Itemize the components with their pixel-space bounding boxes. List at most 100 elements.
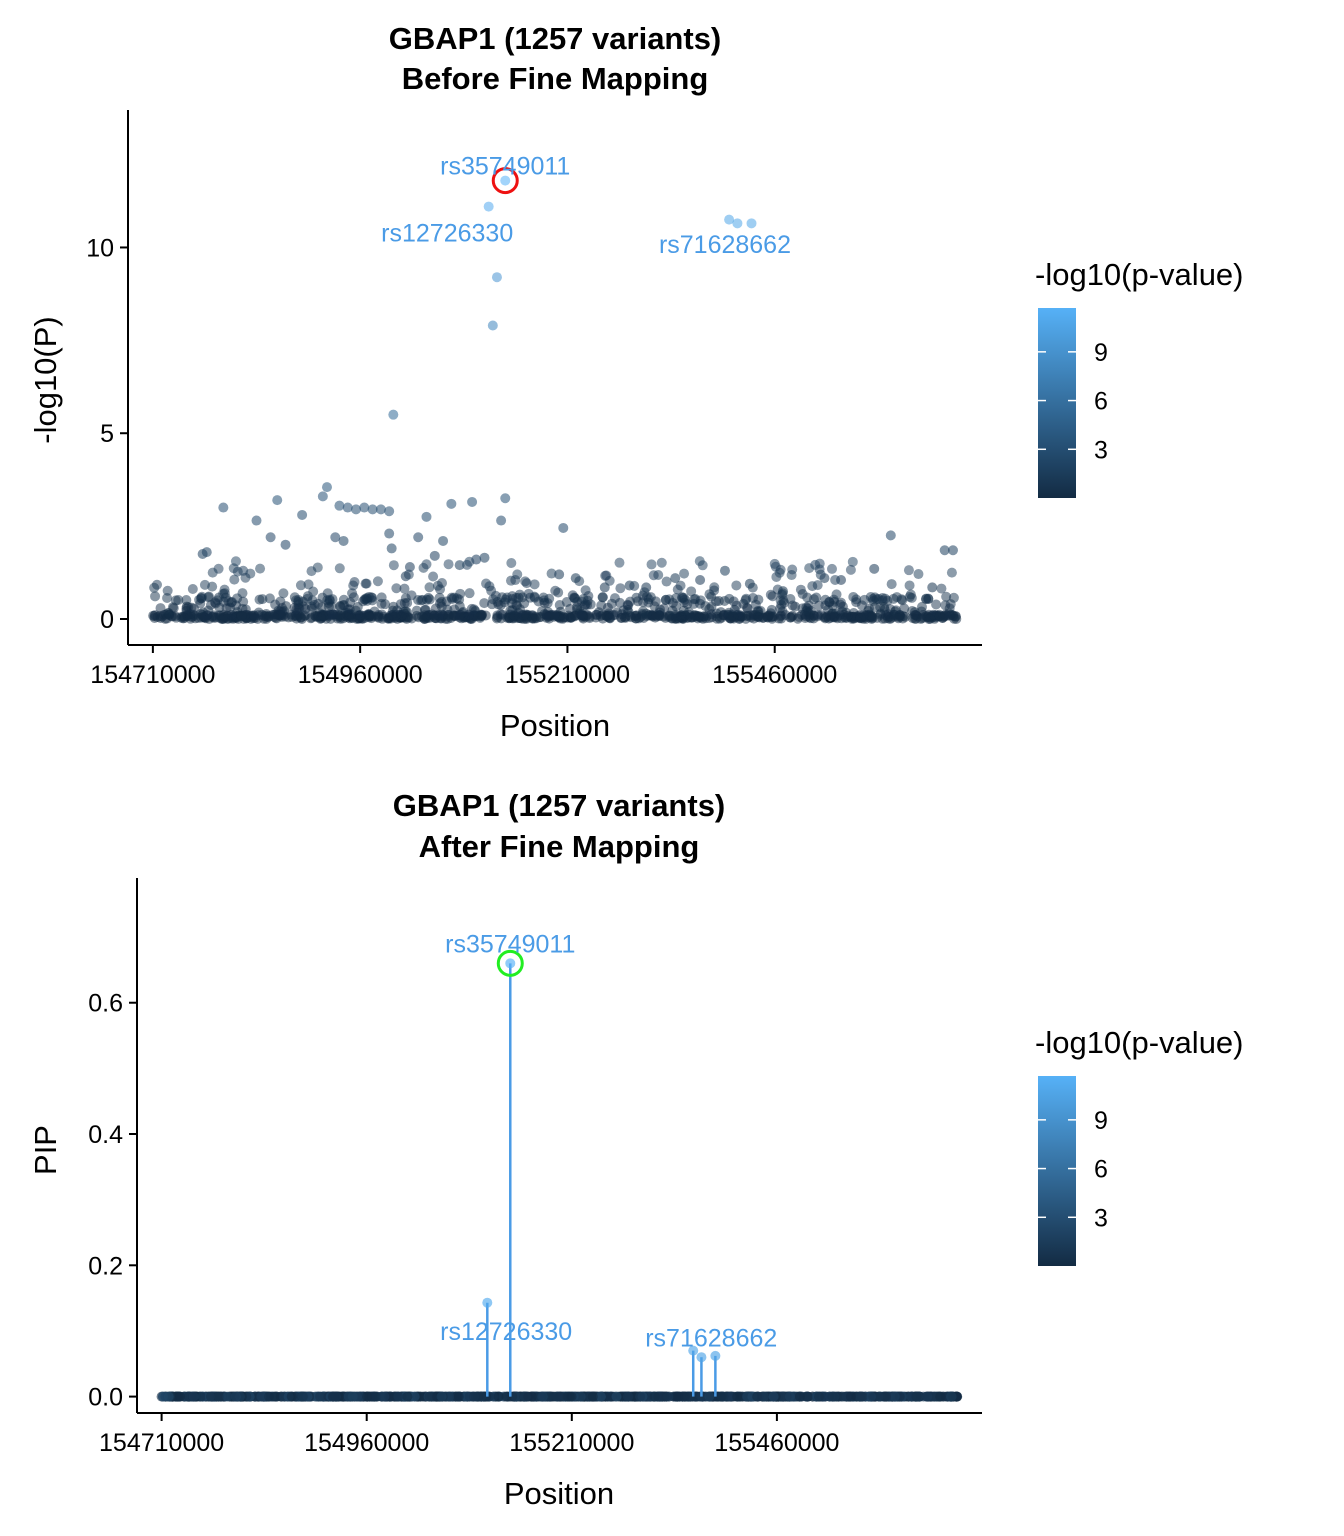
variant-point	[826, 563, 837, 574]
colorbar	[1038, 308, 1076, 498]
variant-point	[634, 1391, 645, 1402]
variant-point	[578, 593, 589, 604]
variant-point	[724, 214, 735, 225]
variant-point	[667, 605, 678, 616]
variant-point	[906, 592, 917, 603]
variant-point	[286, 1391, 297, 1402]
variant-point	[732, 218, 743, 229]
variant-point	[525, 592, 536, 603]
x-tick-label: 155210000	[509, 1429, 634, 1457]
variant-point	[694, 612, 705, 623]
variant-point	[529, 579, 540, 590]
variant-point	[903, 565, 914, 576]
variant-point	[655, 604, 666, 615]
variant-point	[695, 574, 706, 585]
y-tick-label: 0	[100, 606, 114, 634]
variant-point	[421, 511, 432, 522]
variant-point	[570, 573, 581, 584]
variant-point	[201, 610, 212, 621]
variant-point	[393, 1391, 404, 1402]
variant-point	[343, 1391, 354, 1402]
variant-point	[866, 1391, 877, 1402]
variant-point	[265, 532, 276, 543]
variant-point	[471, 554, 482, 565]
variant-point	[827, 600, 838, 611]
variant-point	[483, 201, 494, 212]
variant-point	[359, 502, 370, 513]
variant-point	[416, 611, 427, 622]
variant-point	[195, 1391, 206, 1402]
variant-point	[827, 1391, 838, 1402]
variant-point	[402, 1391, 413, 1402]
variant-point	[317, 491, 328, 502]
x-axis-title: Position	[500, 708, 610, 743]
variant-point	[608, 610, 619, 621]
variant-point	[308, 586, 319, 597]
variant-point	[646, 559, 657, 570]
variant-point	[189, 603, 200, 614]
variant-point	[488, 594, 499, 605]
variant-point	[295, 612, 306, 623]
variant-point	[421, 559, 432, 570]
variant-point	[869, 563, 880, 574]
variant-point	[149, 582, 160, 593]
variant-point	[575, 1391, 586, 1402]
variant-point	[232, 566, 243, 577]
pip-stem-point	[505, 958, 516, 969]
variant-point	[404, 561, 415, 572]
variant-point	[886, 579, 897, 590]
variant-point	[213, 1391, 224, 1402]
variant-point	[375, 504, 386, 515]
variant-point	[360, 578, 371, 589]
variant-point	[704, 1391, 715, 1402]
variant-point	[348, 592, 359, 603]
variant-point	[911, 1391, 922, 1402]
variant-point	[718, 1391, 729, 1402]
variant-point	[546, 568, 557, 579]
variant-point	[399, 583, 410, 594]
variant-point	[941, 591, 952, 602]
plot-area: rs35749011 rs12726330 rs71628662	[156, 931, 963, 1402]
variant-point	[558, 522, 569, 533]
variant-point	[264, 593, 275, 604]
variant-point	[261, 613, 272, 624]
legend-ticks: 3 6 9	[1038, 1107, 1108, 1232]
lead-variant-highlight	[496, 949, 524, 977]
variant-point	[367, 595, 378, 606]
variant-point	[237, 588, 248, 599]
variant-point	[624, 580, 635, 591]
variant-point	[678, 605, 689, 616]
color-legend: -log10(p-value) 3 6 9	[1035, 1025, 1244, 1266]
variant-point	[880, 593, 891, 604]
variant-point	[591, 609, 602, 620]
variant-point	[251, 515, 262, 526]
y-tick-label: 10	[86, 234, 114, 262]
variant-point	[611, 1391, 622, 1402]
variant-point	[778, 586, 789, 597]
x-tick-label: 154710000	[99, 1429, 224, 1457]
variant-point	[873, 1391, 884, 1402]
variant-point	[464, 588, 475, 599]
x-tick-label: 154960000	[298, 661, 423, 689]
variant-point	[609, 593, 620, 604]
variant-point	[454, 560, 465, 571]
legend-title: -log10(p-value)	[1035, 257, 1244, 292]
chart-before-fine-mapping: GBAP1 (1257 variants) Before Fine Mappin…	[28, 21, 1244, 743]
variant-point	[219, 612, 230, 623]
chart-title: GBAP1 (1257 variants)	[389, 21, 722, 56]
variant-point	[845, 564, 856, 575]
variant-point	[812, 609, 823, 620]
variant-point	[185, 611, 196, 622]
legend-ticks: 3 6 9	[1038, 339, 1108, 464]
variant-point	[379, 1391, 390, 1402]
variant-point	[454, 601, 465, 612]
variant-point	[219, 588, 230, 599]
variant-point	[897, 595, 908, 606]
variant-point	[283, 612, 294, 623]
y-tick-label: 0.0	[88, 1384, 123, 1412]
variant-point	[328, 1391, 339, 1402]
snp-label: rs71628662	[645, 1325, 777, 1353]
variant-point	[327, 609, 338, 620]
variant-point	[899, 603, 910, 614]
variant-point	[520, 576, 531, 587]
